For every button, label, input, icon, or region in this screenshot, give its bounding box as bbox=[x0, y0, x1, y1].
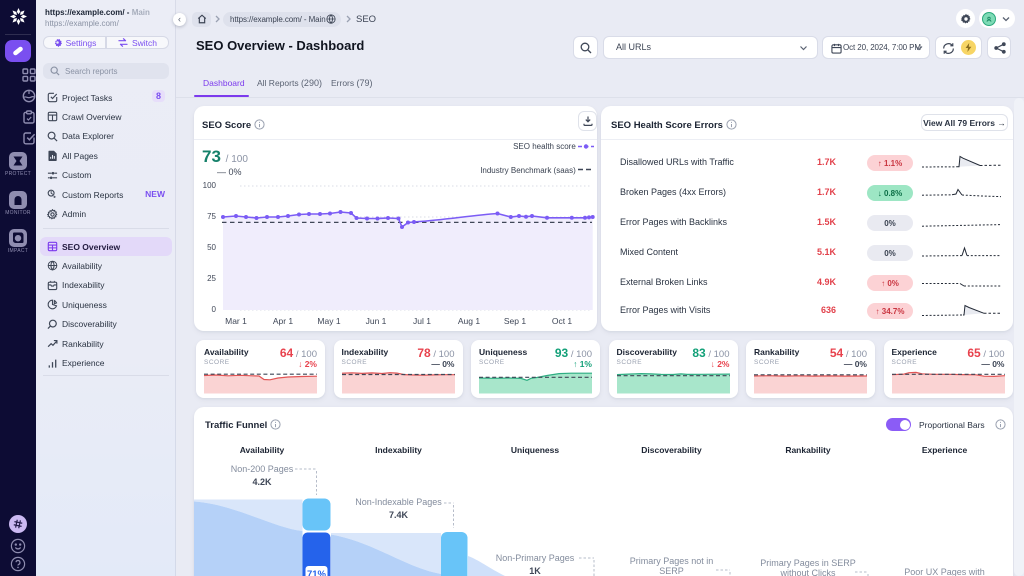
svg-text:71%: 71% bbox=[307, 569, 327, 576]
